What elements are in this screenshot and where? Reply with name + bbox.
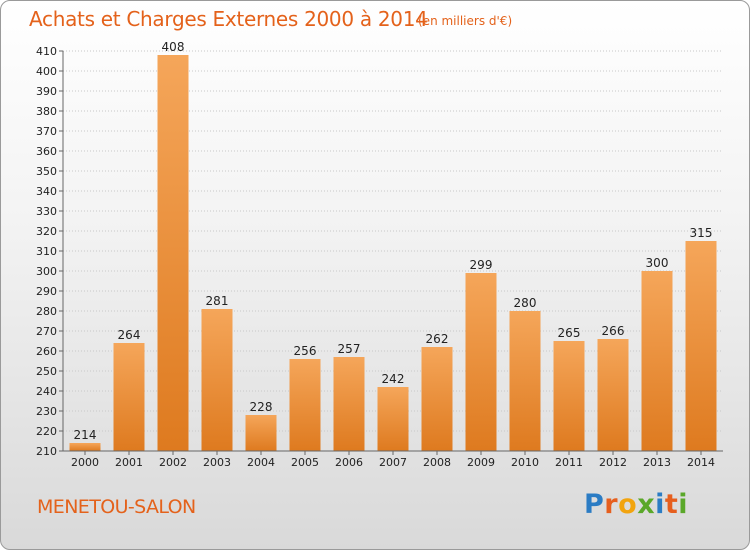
value-label-2012: 266 (602, 324, 625, 338)
bar-2003 (201, 309, 233, 451)
y-tick-label: 410 (36, 45, 57, 58)
y-tick-label: 340 (36, 185, 57, 198)
x-tick-label-2005: 2005 (291, 456, 319, 469)
x-tick-label-2003: 2003 (203, 456, 231, 469)
bar-2009 (465, 273, 497, 451)
x-tick-label-2002: 2002 (159, 456, 187, 469)
x-tick-label-2004: 2004 (247, 456, 275, 469)
x-tick-label-2001: 2001 (115, 456, 143, 469)
bar-2011 (553, 341, 585, 451)
labels: 210 220 230 240 250 260 270 280 290 300 310 320 330 3… (36, 40, 715, 469)
x-tick-label-2014: 2014 (687, 456, 715, 469)
value-label-2001: 264 (118, 328, 141, 342)
y-tick-label: 350 (36, 165, 57, 178)
chart-title: Achats et Charges Externes 2000 à 2014 (29, 7, 428, 31)
value-label-2011: 265 (558, 326, 581, 340)
x-tick-label-2008: 2008 (423, 456, 451, 469)
bar-2001 (113, 343, 145, 451)
y-tick-label: 220 (36, 425, 57, 438)
x-tick-label-2010: 2010 (511, 456, 539, 469)
y-tick-label: 300 (36, 265, 57, 278)
value-label-2014: 315 (690, 226, 713, 240)
chart-subtitle: (en milliers d'€) (418, 14, 513, 28)
y-tick-label: 320 (36, 225, 57, 238)
bar-2006 (333, 357, 365, 451)
x-tick-label-2012: 2012 (599, 456, 627, 469)
value-label-2005: 256 (294, 344, 317, 358)
bar-2013 (641, 271, 673, 451)
value-label-2003: 281 (206, 294, 229, 308)
y-tick-label: 240 (36, 385, 57, 398)
y-tick-label: 210 (36, 445, 57, 458)
bar-2002 (157, 55, 189, 451)
value-label-2007: 242 (382, 372, 405, 386)
bar-2005 (289, 359, 321, 451)
x-tick-label-2013: 2013 (643, 456, 671, 469)
y-tick-label: 230 (36, 405, 57, 418)
proxiti-logo: Proxiti (584, 489, 689, 520)
value-label-2013: 300 (646, 256, 669, 270)
y-tick-label: 400 (36, 65, 57, 78)
y-tick-label: 390 (36, 85, 57, 98)
bar-2008 (421, 347, 453, 451)
bar-2000 (69, 443, 101, 451)
y-tick-label: 290 (36, 285, 57, 298)
y-tick-label: 380 (36, 105, 57, 118)
value-label-2009: 299 (470, 258, 493, 272)
bar-2012 (597, 339, 629, 451)
x-tick-label-2009: 2009 (467, 456, 495, 469)
x-tick-label-2011: 2011 (555, 456, 583, 469)
y-tick-label: 280 (36, 305, 57, 318)
axes (59, 50, 723, 455)
x-tick-label-2007: 2007 (379, 456, 407, 469)
bars (69, 55, 717, 451)
value-label-2000: 214 (74, 428, 97, 442)
bar-2004 (245, 415, 277, 451)
y-tick-label: 330 (36, 205, 57, 218)
value-label-2006: 257 (338, 342, 361, 356)
bar-2007 (377, 387, 409, 451)
bar-2014 (685, 241, 717, 451)
value-label-2004: 228 (250, 400, 273, 414)
y-tick-label: 370 (36, 125, 57, 138)
x-tick-label-2006: 2006 (335, 456, 363, 469)
value-label-2002: 408 (162, 40, 185, 54)
town-name: MENETOU-SALON (37, 496, 196, 518)
y-tick-label: 270 (36, 325, 57, 338)
value-label-2010: 280 (514, 296, 537, 310)
bar-2010 (509, 311, 541, 451)
x-tick-label-2000: 2000 (71, 456, 99, 469)
y-tick-label: 310 (36, 245, 57, 258)
y-tick-label: 250 (36, 365, 57, 378)
y-tick-label: 360 (36, 145, 57, 158)
y-tick-label: 260 (36, 345, 57, 358)
value-label-2008: 262 (426, 332, 449, 346)
